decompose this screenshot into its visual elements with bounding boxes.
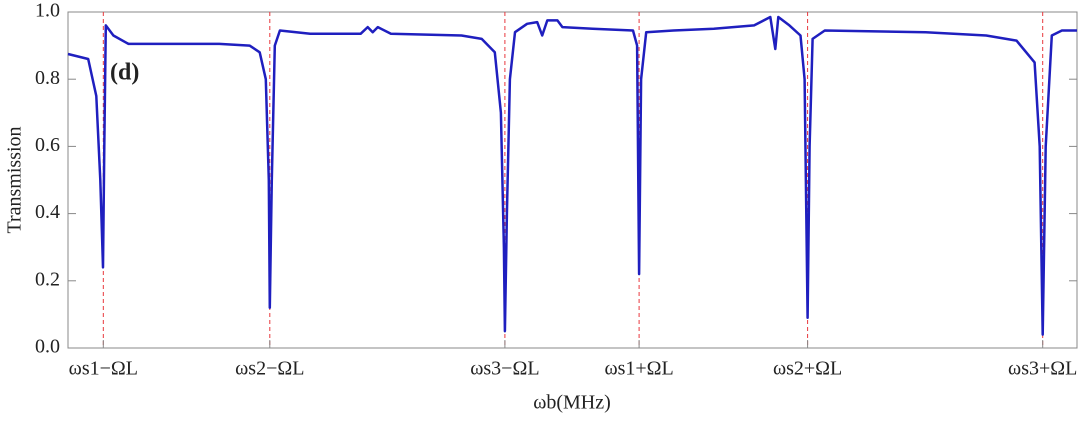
data-line: [67, 15, 1077, 336]
x-tick-label: ωs2+ΩL: [773, 358, 842, 380]
y-tick-label: 0.4: [35, 201, 60, 223]
x-tick-label: ωs1−ΩL: [69, 358, 138, 380]
y-tick-label: 0.6: [35, 134, 60, 156]
y-tick-label: 0.0: [35, 336, 60, 358]
y-tick-label: 0.2: [35, 268, 60, 290]
y-tick-label: 0.8: [35, 67, 60, 89]
x-axis-label: ωb(MHz): [533, 392, 611, 414]
y-tick-label: 1.0: [35, 0, 60, 22]
plot-frame: [67, 11, 1078, 349]
x-tick-label: ωs3+ΩL: [1008, 358, 1077, 380]
x-tick-label: ωs3−ΩL: [470, 358, 539, 380]
y-axis-label: Transmission: [4, 126, 26, 233]
x-tick-label: ωs1+ΩL: [604, 358, 673, 380]
annotation: (d): [110, 60, 139, 86]
x-tick-label: ωs2−ΩL: [235, 358, 304, 380]
